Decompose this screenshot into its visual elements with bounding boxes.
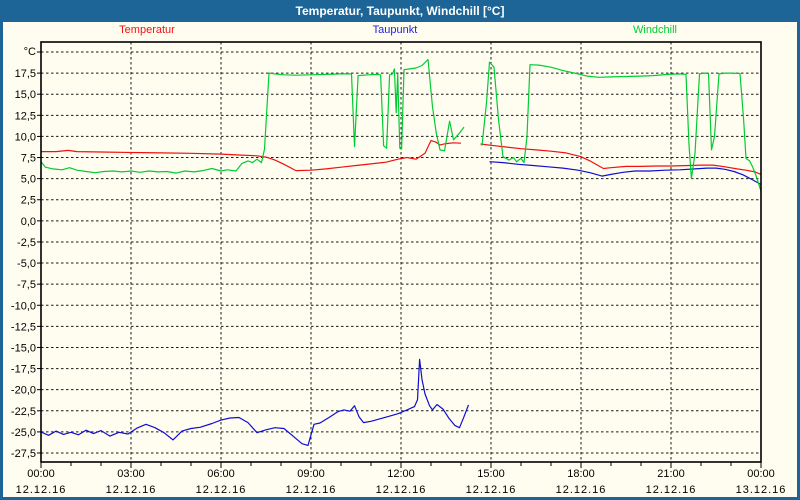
svg-text:06:00: 06:00 (207, 468, 235, 480)
svg-text:-20,0: -20,0 (11, 385, 36, 397)
svg-text:12,5: 12,5 (15, 110, 36, 122)
svg-text:7,5: 7,5 (21, 153, 36, 165)
series-windchill (40, 58, 465, 174)
svg-text:00:00: 00:00 (747, 468, 775, 480)
svg-text:-15,0: -15,0 (11, 342, 36, 354)
svg-text:15,0: 15,0 (15, 89, 36, 101)
window-title: Temperatur, Taupunkt, Windchill [°C] (0, 0, 800, 22)
series-temperatur (41, 140, 462, 172)
series-taupunkt (40, 358, 470, 446)
svg-text:-12,5: -12,5 (11, 321, 36, 333)
series-temperatur (480, 143, 762, 175)
legend-taupunkt: Taupunkt (372, 24, 418, 36)
svg-text:12.12.16: 12.12.16 (466, 484, 517, 496)
series-windchill (481, 61, 762, 192)
svg-text:18:00: 18:00 (567, 468, 595, 480)
svg-text:12.12.16: 12.12.16 (556, 484, 607, 496)
svg-text:00:00: 00:00 (27, 468, 55, 480)
svg-text:12:00: 12:00 (387, 468, 415, 480)
svg-text:12.12.16: 12.12.16 (106, 484, 157, 496)
svg-text:0,0: 0,0 (21, 216, 36, 228)
svg-text:-22,5: -22,5 (11, 406, 36, 418)
svg-text:10,0: 10,0 (15, 131, 36, 143)
svg-text:-10,0: -10,0 (11, 300, 36, 312)
svg-text:-2,5: -2,5 (17, 237, 36, 249)
svg-text:12.12.16: 12.12.16 (196, 484, 247, 496)
svg-text:12.12.16: 12.12.16 (376, 484, 427, 496)
svg-text:-17,5: -17,5 (11, 364, 36, 376)
legend-temperatur: Temperatur (119, 24, 175, 36)
svg-text:12.12.16: 12.12.16 (286, 484, 337, 496)
svg-text:17,5: 17,5 (15, 68, 36, 80)
svg-text:5,0: 5,0 (21, 174, 36, 186)
svg-text:-27,5: -27,5 (11, 448, 36, 460)
svg-text:2,5: 2,5 (21, 195, 36, 207)
svg-text:13.12.16: 13.12.16 (736, 484, 787, 496)
svg-text:12.12.16: 12.12.16 (646, 484, 697, 496)
svg-text:03:00: 03:00 (117, 468, 145, 480)
y-axis-unit: °C (24, 46, 36, 58)
series-taupunkt (489, 161, 762, 186)
svg-text:-25,0: -25,0 (11, 427, 36, 439)
svg-text:21:00: 21:00 (657, 468, 685, 480)
svg-text:-5,0: -5,0 (17, 258, 36, 270)
svg-text:12.12.16: 12.12.16 (16, 484, 67, 496)
svg-text:15:00: 15:00 (477, 468, 505, 480)
svg-text:09:00: 09:00 (297, 468, 325, 480)
legend-windchill: Windchill (632, 24, 678, 36)
svg-text:-7,5: -7,5 (17, 279, 36, 291)
